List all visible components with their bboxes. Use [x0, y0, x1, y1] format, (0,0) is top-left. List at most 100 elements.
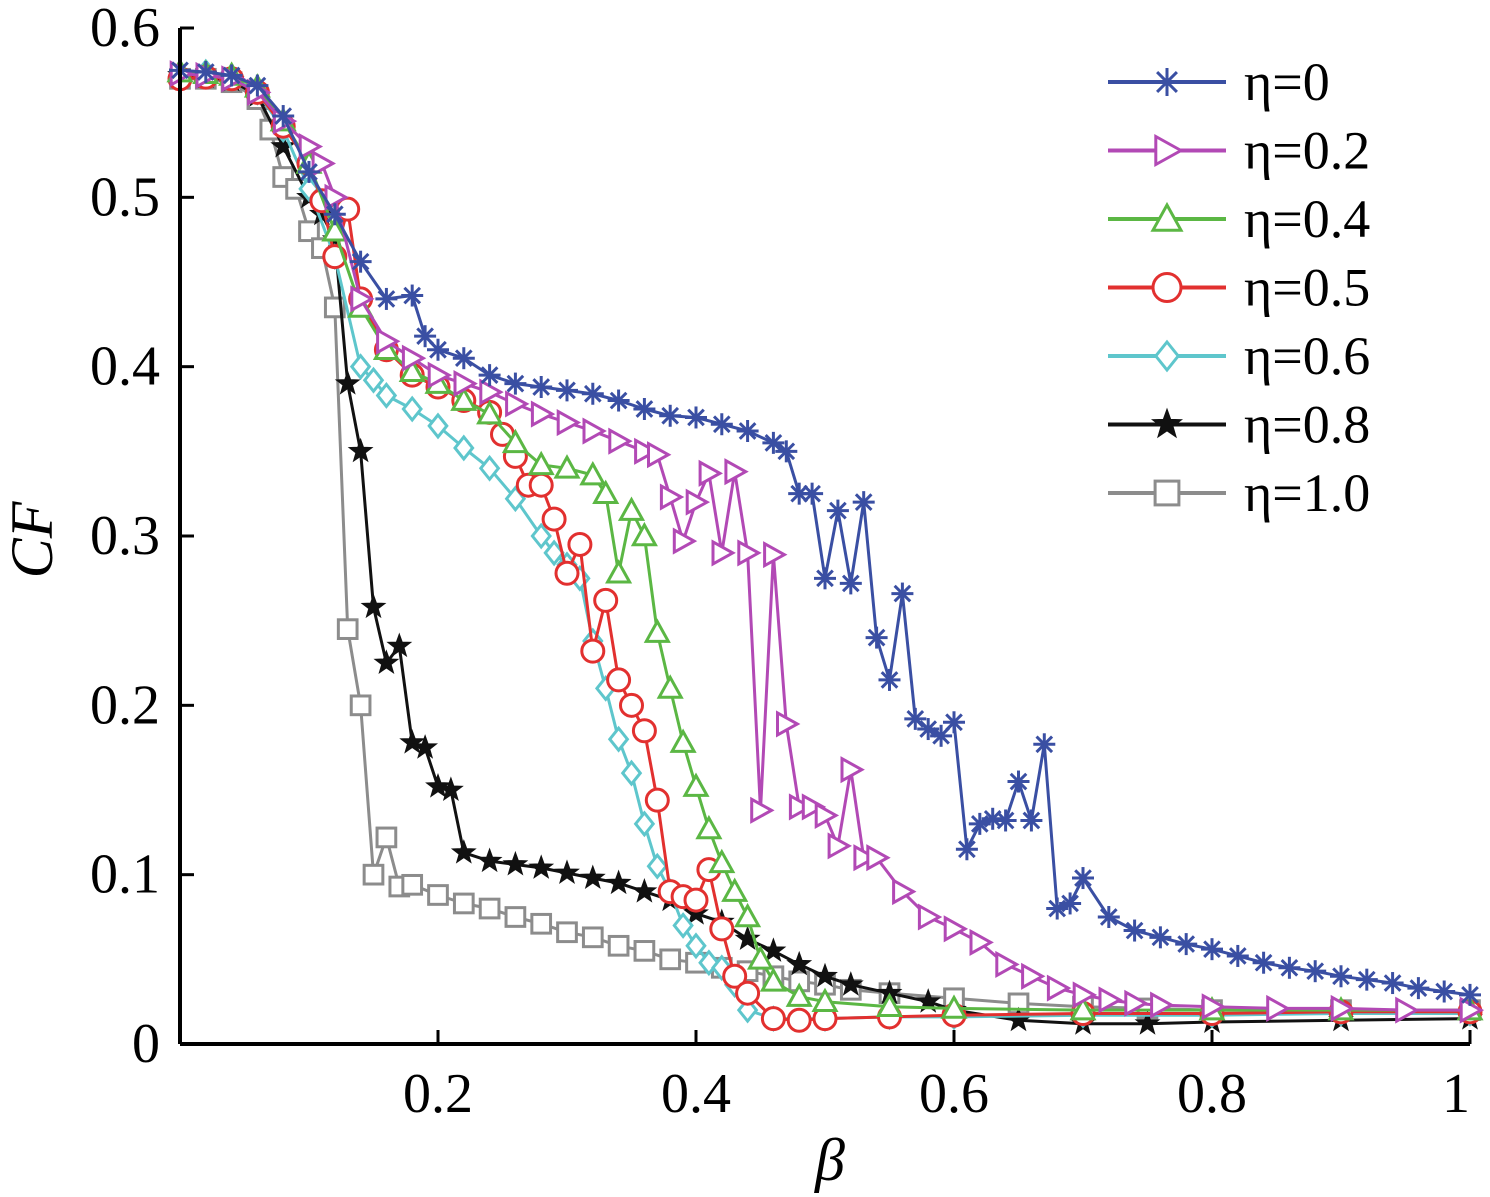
data-point	[786, 1007, 812, 1033]
data-point	[917, 903, 943, 931]
data-point	[866, 844, 891, 872]
data-point	[582, 417, 607, 445]
data-point	[710, 413, 733, 436]
data-point	[811, 987, 839, 1012]
data-point	[556, 921, 578, 944]
data-point	[630, 521, 658, 547]
data-point	[376, 327, 401, 355]
series-layer	[166, 57, 1485, 1035]
data-point	[412, 734, 439, 759]
data-point	[501, 428, 529, 454]
data-point	[631, 718, 657, 744]
data-point	[875, 992, 904, 1018]
data-point	[659, 404, 682, 427]
data-point	[362, 863, 385, 886]
data-point	[826, 499, 849, 522]
x-tick-label: 0.4	[661, 1063, 731, 1125]
ticks: 0.2 0.4 0.6 0.8 1 0 0.1 0.2 0.3 0.4 0.5 0.6	[90, 0, 1472, 1125]
data-point	[620, 759, 643, 787]
data-point	[375, 826, 398, 849]
data-point	[647, 441, 672, 469]
data-point	[659, 948, 682, 971]
data-point	[904, 707, 927, 730]
data-point	[478, 897, 501, 920]
data-point	[814, 801, 840, 829]
data-point	[425, 773, 451, 798]
legend-label: η=0.8	[1244, 395, 1370, 455]
data-point	[311, 149, 336, 178]
data-point	[1355, 968, 1378, 991]
legend-marker	[1150, 201, 1184, 232]
data-point	[827, 832, 852, 860]
x-tick-label: 0.8	[1177, 1063, 1247, 1125]
y-tick-label: 0.2	[90, 674, 160, 736]
data-point	[724, 458, 749, 486]
data-point	[669, 728, 697, 753]
data-point	[530, 400, 556, 428]
legend-label: η=0.2	[1244, 121, 1370, 181]
data-point	[891, 582, 914, 605]
data-point	[479, 378, 504, 406]
legend-item: η=0.4	[1108, 189, 1370, 249]
legend-item: η=0.2	[1108, 121, 1370, 181]
data-point	[556, 408, 582, 437]
data-point	[1381, 972, 1404, 995]
data-point	[579, 864, 606, 889]
data-point	[750, 796, 775, 824]
data-point	[581, 926, 604, 949]
data-point	[401, 344, 427, 372]
x-tick-label: 0.2	[403, 1063, 473, 1125]
data-point	[617, 496, 646, 521]
data-point	[659, 483, 685, 511]
data-point	[801, 482, 824, 505]
data-point	[593, 587, 619, 613]
data-point	[634, 437, 659, 465]
data-point	[646, 852, 669, 880]
data-point	[786, 950, 813, 976]
data-point	[453, 370, 478, 398]
data-point	[631, 878, 658, 903]
data-point	[530, 375, 553, 398]
data-point	[1072, 867, 1094, 890]
data-point	[737, 539, 762, 567]
data-point	[605, 869, 632, 895]
data-point	[528, 472, 554, 498]
legend-item: η=0.6	[1108, 326, 1370, 386]
data-point	[812, 962, 838, 988]
data-point	[427, 884, 449, 906]
data-point	[878, 668, 901, 691]
data-point	[633, 810, 656, 838]
legend-marker	[1150, 407, 1184, 439]
data-point	[695, 814, 723, 840]
data-point	[995, 950, 1020, 978]
data-point	[427, 412, 449, 440]
data-point	[478, 454, 501, 482]
data-point	[607, 389, 630, 412]
data-point	[1266, 994, 1291, 1022]
data-point	[556, 379, 578, 402]
data-point	[1330, 965, 1352, 988]
legend-item: η=0	[1108, 52, 1330, 112]
data-point	[605, 559, 633, 584]
data-point	[414, 325, 437, 348]
data-point	[1033, 733, 1056, 756]
data-point	[943, 915, 969, 943]
data-point	[452, 347, 475, 370]
x-tick-label: 1	[1442, 1063, 1470, 1125]
data-point	[608, 427, 633, 455]
data-point	[1097, 906, 1120, 928]
data-point	[453, 434, 475, 462]
data-point	[776, 710, 801, 738]
legend-marker	[1153, 479, 1181, 507]
data-point	[478, 364, 501, 387]
legend-item: η=0.5	[1108, 258, 1370, 318]
data-point	[298, 132, 324, 161]
series-0	[169, 59, 1481, 1006]
data-point	[759, 967, 787, 992]
data-point	[1226, 944, 1249, 967]
data-point	[1459, 983, 1481, 1006]
y-tick-label: 0.6	[90, 0, 160, 59]
data-point	[401, 395, 423, 423]
data-point	[347, 437, 374, 463]
data-point	[528, 854, 555, 879]
